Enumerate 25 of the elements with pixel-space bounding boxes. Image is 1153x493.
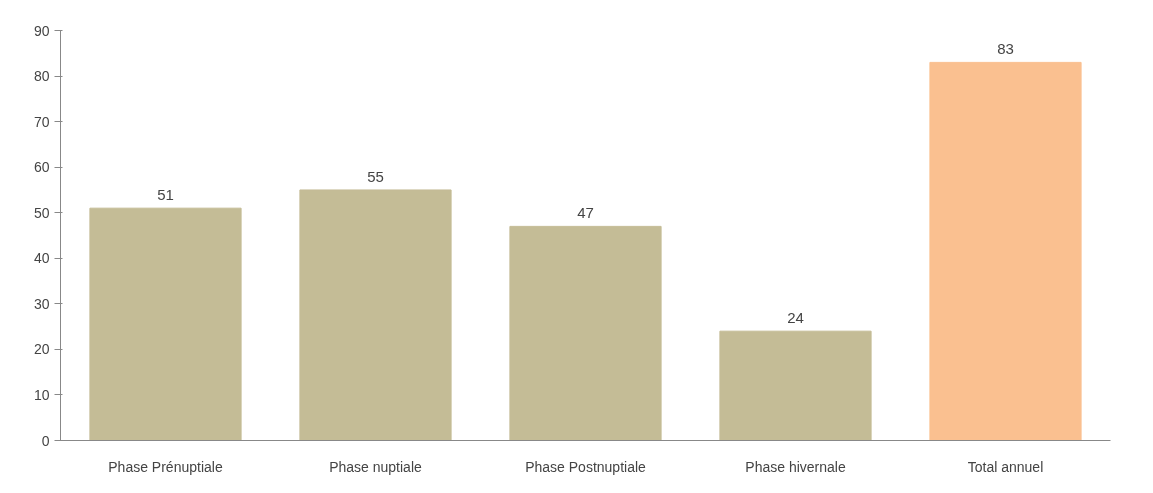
- data-label: 55: [367, 167, 384, 185]
- data-label: 83: [997, 40, 1014, 58]
- x-tick-label: Phase Postnuptiale: [525, 458, 647, 475]
- bar: [89, 207, 242, 441]
- data-label: 51: [157, 186, 174, 204]
- y-tick-label: 30: [33, 295, 50, 312]
- bar: [299, 189, 452, 441]
- y-tick-label: 80: [33, 68, 50, 85]
- y-tick-label: 50: [33, 204, 50, 221]
- y-tick-label: 60: [33, 159, 50, 176]
- y-tick-label: 10: [33, 386, 50, 403]
- data-label: 24: [787, 309, 804, 327]
- bar: [929, 61, 1082, 441]
- x-tick-label: Phase Prénuptiale: [108, 458, 223, 475]
- y-tick-label: 40: [33, 250, 50, 267]
- y-tick-label: 70: [33, 113, 50, 130]
- y-tick-label: 90: [33, 22, 50, 39]
- y-tick-label: 20: [33, 341, 50, 358]
- x-tick-label: Total annuel: [967, 458, 1044, 475]
- bar: [719, 330, 872, 441]
- x-tick-label: Phase nuptiale: [329, 458, 423, 475]
- data-label: 47: [577, 204, 594, 222]
- x-tick-label: Phase hivernale: [745, 458, 846, 475]
- bar: [509, 225, 662, 441]
- y-tick-label: 0: [41, 432, 50, 449]
